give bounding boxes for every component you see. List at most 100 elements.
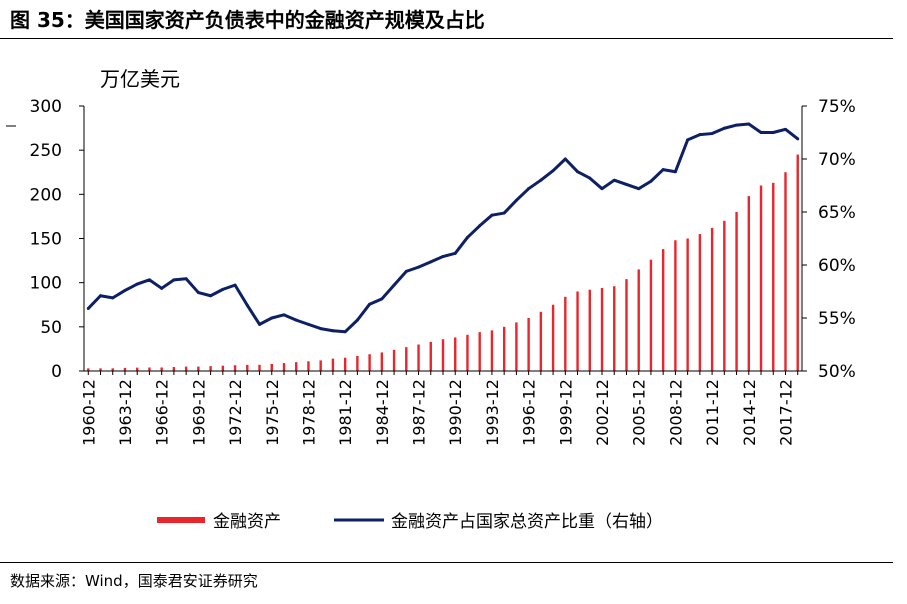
bar-1977 [295, 362, 298, 371]
y-right-tick-label: 50% [818, 362, 856, 382]
bar-1990 [454, 337, 457, 371]
line-point-1994 [502, 211, 506, 215]
bar-1984 [380, 352, 384, 371]
line-point-1972 [233, 283, 237, 287]
x-tick-label: 1999-12 [556, 379, 575, 446]
x-tick-label: 1990-12 [446, 379, 465, 446]
bar-1975 [270, 363, 273, 371]
line-point-1968 [184, 277, 188, 281]
x-tick-label: 1969-12 [189, 379, 208, 446]
bar-1997 [539, 311, 543, 371]
line-point-1969 [196, 291, 200, 295]
bar-1970 [209, 366, 212, 371]
line-point-1981 [343, 330, 347, 334]
x-tick-label: 2017-12 [776, 379, 795, 446]
bar-2013 [735, 212, 738, 371]
bar-2011 [710, 227, 714, 371]
line-share-of-total-assets [87, 122, 799, 334]
bar-1989 [441, 339, 445, 371]
x-tick-label: 2002-12 [593, 379, 612, 446]
line-point-1986 [404, 269, 408, 273]
bar-1961 [99, 368, 102, 371]
bar-2015 [759, 185, 763, 371]
unit-label: 万亿美元 [100, 67, 180, 91]
bar-1996 [527, 318, 530, 371]
bar-1967 [172, 367, 176, 371]
line-series [86, 122, 800, 334]
line-point-2007 [661, 168, 665, 172]
x-tick-label: 1960-12 [79, 379, 98, 446]
line-point-1961 [99, 294, 103, 298]
x-tick-label: 1972-12 [226, 379, 245, 446]
x-tick-label: 2011-12 [703, 379, 722, 446]
legend-swatch-bar [157, 517, 205, 523]
line-point-1979 [319, 327, 323, 331]
bar-series [87, 154, 799, 371]
bar-1973 [246, 364, 249, 371]
line-point-2009 [686, 138, 690, 142]
y-left-tick-label: 150 [30, 230, 62, 250]
line-point-1992 [478, 224, 482, 228]
x-tick-label: 1987-12 [410, 379, 429, 446]
bar-1971 [221, 365, 225, 371]
bar-1991 [466, 334, 469, 371]
line-point-1976 [282, 313, 286, 317]
y-right-tick-label: 60% [818, 256, 856, 276]
bar-2003 [613, 286, 616, 371]
x-tick-label: 2014-12 [740, 379, 759, 446]
legend-label-line: 金融资产占国家总资产比重（右轴） [391, 512, 663, 532]
bar-2007 [661, 249, 665, 371]
x-tick-label: 2005-12 [630, 379, 649, 446]
y-right-tick-label: 70% [818, 150, 856, 170]
line-point-2013 [735, 123, 739, 127]
line-point-2005 [637, 187, 641, 191]
line-point-1995 [514, 198, 518, 202]
line-point-1967 [172, 278, 176, 282]
x-tick-label: 1984-12 [373, 379, 392, 446]
bar-1963 [123, 367, 127, 371]
bar-2002 [600, 287, 604, 371]
bar-1995 [515, 322, 518, 371]
line-point-1978 [306, 322, 310, 326]
line-point-1988 [429, 260, 433, 264]
bar-1972 [233, 365, 237, 371]
line-point-1966 [160, 286, 164, 290]
bar-1968 [184, 366, 188, 371]
line-point-1973 [245, 303, 249, 307]
line-point-1982 [355, 318, 359, 322]
bar-1985 [392, 349, 396, 371]
y-left-tick-label: 100 [30, 274, 62, 294]
x-tick-label: 1993-12 [483, 379, 502, 446]
bar-2001 [588, 289, 591, 371]
y-left-tick-label: 300 [30, 97, 62, 117]
line-point-1993 [490, 213, 494, 217]
bar-1964 [136, 367, 139, 371]
line-point-1998 [551, 169, 555, 173]
line-point-1987 [417, 265, 421, 269]
bar-2010 [698, 234, 702, 371]
line-point-2001 [588, 176, 592, 180]
source-rule [0, 562, 893, 563]
line-point-2014 [747, 122, 751, 126]
x-tick-label: 1963-12 [116, 379, 135, 446]
y-right-tick-label: 65% [818, 203, 856, 223]
y-right-tick-label: 55% [818, 309, 856, 329]
bar-2000 [576, 291, 579, 371]
bar-2018 [796, 154, 799, 371]
line-point-2008 [673, 170, 677, 174]
line-point-2003 [612, 178, 616, 182]
bar-1980 [331, 358, 335, 371]
y-left-tick-label: 0 [51, 362, 62, 382]
bar-2006 [649, 259, 653, 371]
x-tick-label: 1978-12 [299, 379, 318, 446]
bar-1974 [258, 364, 261, 371]
line-point-2015 [759, 131, 763, 134]
axes: 0 50 100 150 200 250 300 50% 55% 60% 65% 70% 75% 1960… [30, 97, 856, 446]
line-point-2006 [649, 179, 653, 183]
line-point-1962 [111, 296, 115, 300]
bar-1986 [405, 347, 408, 371]
bar-1999 [564, 296, 567, 371]
title-rule [0, 38, 893, 39]
bar-1982 [356, 355, 359, 371]
bar-2012 [723, 220, 726, 371]
